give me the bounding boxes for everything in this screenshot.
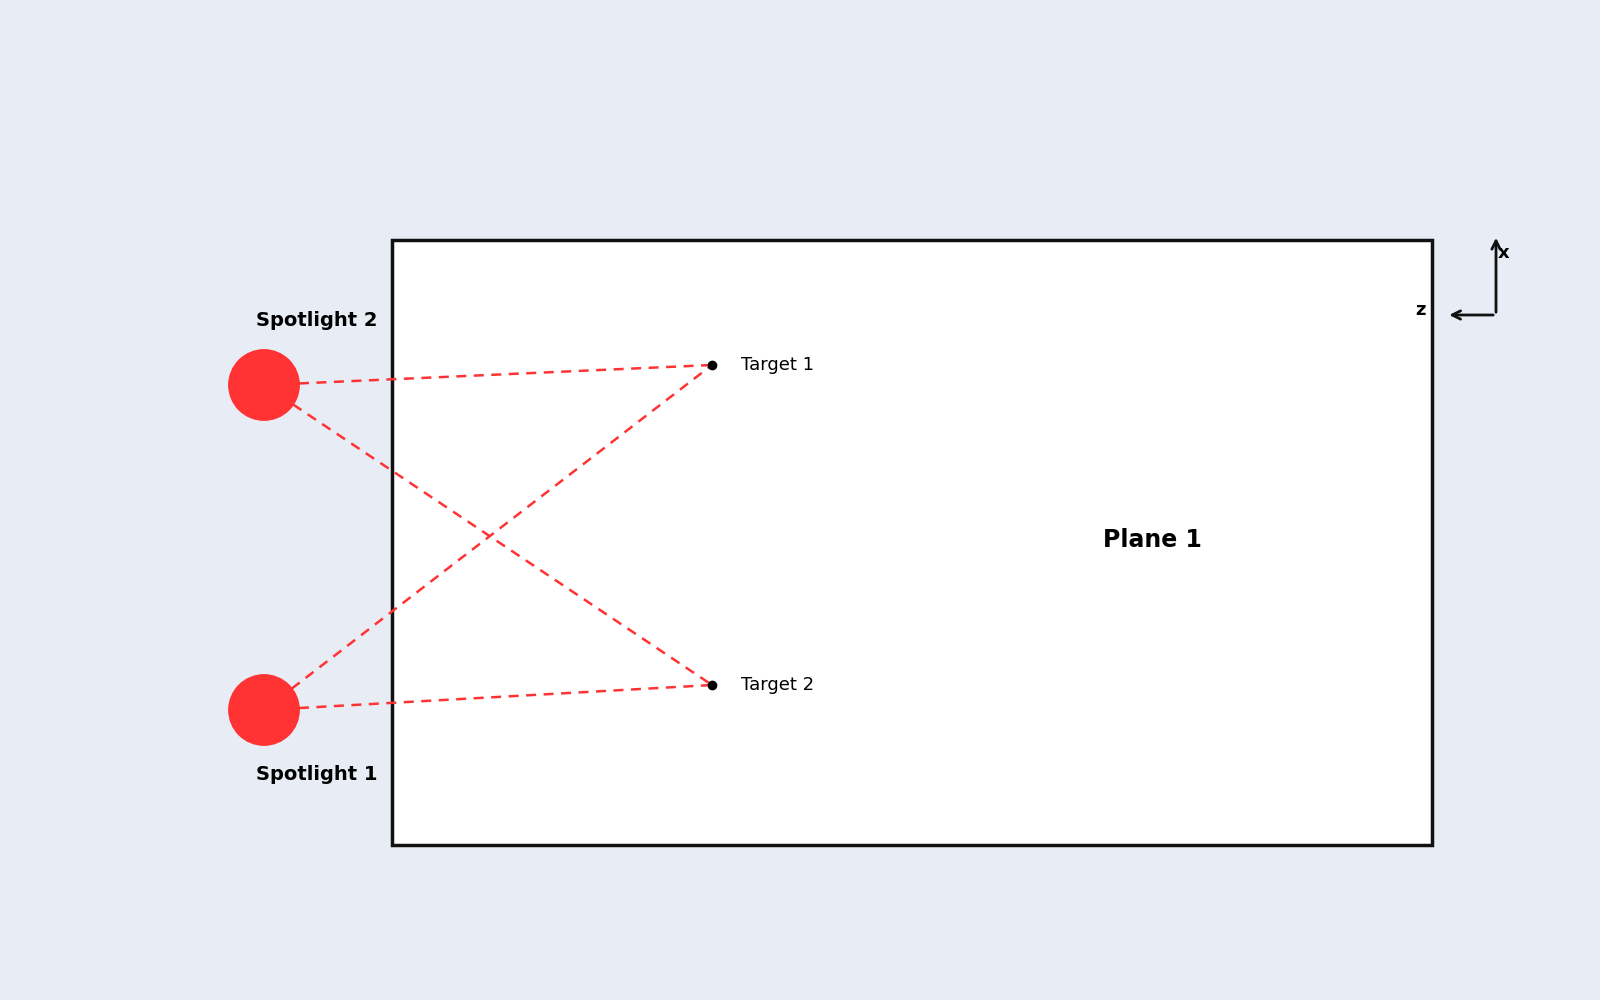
Text: Spotlight 1: Spotlight 1	[256, 766, 378, 784]
Ellipse shape	[229, 675, 299, 745]
Text: Target 1: Target 1	[741, 356, 814, 374]
Text: Plane 1: Plane 1	[1102, 528, 1202, 552]
Text: Spotlight 2: Spotlight 2	[256, 311, 378, 330]
Text: z: z	[1416, 301, 1426, 319]
Bar	[392, 240, 1432, 845]
Text: Target 2: Target 2	[741, 676, 814, 694]
Ellipse shape	[229, 350, 299, 420]
Text: x: x	[1498, 244, 1510, 262]
